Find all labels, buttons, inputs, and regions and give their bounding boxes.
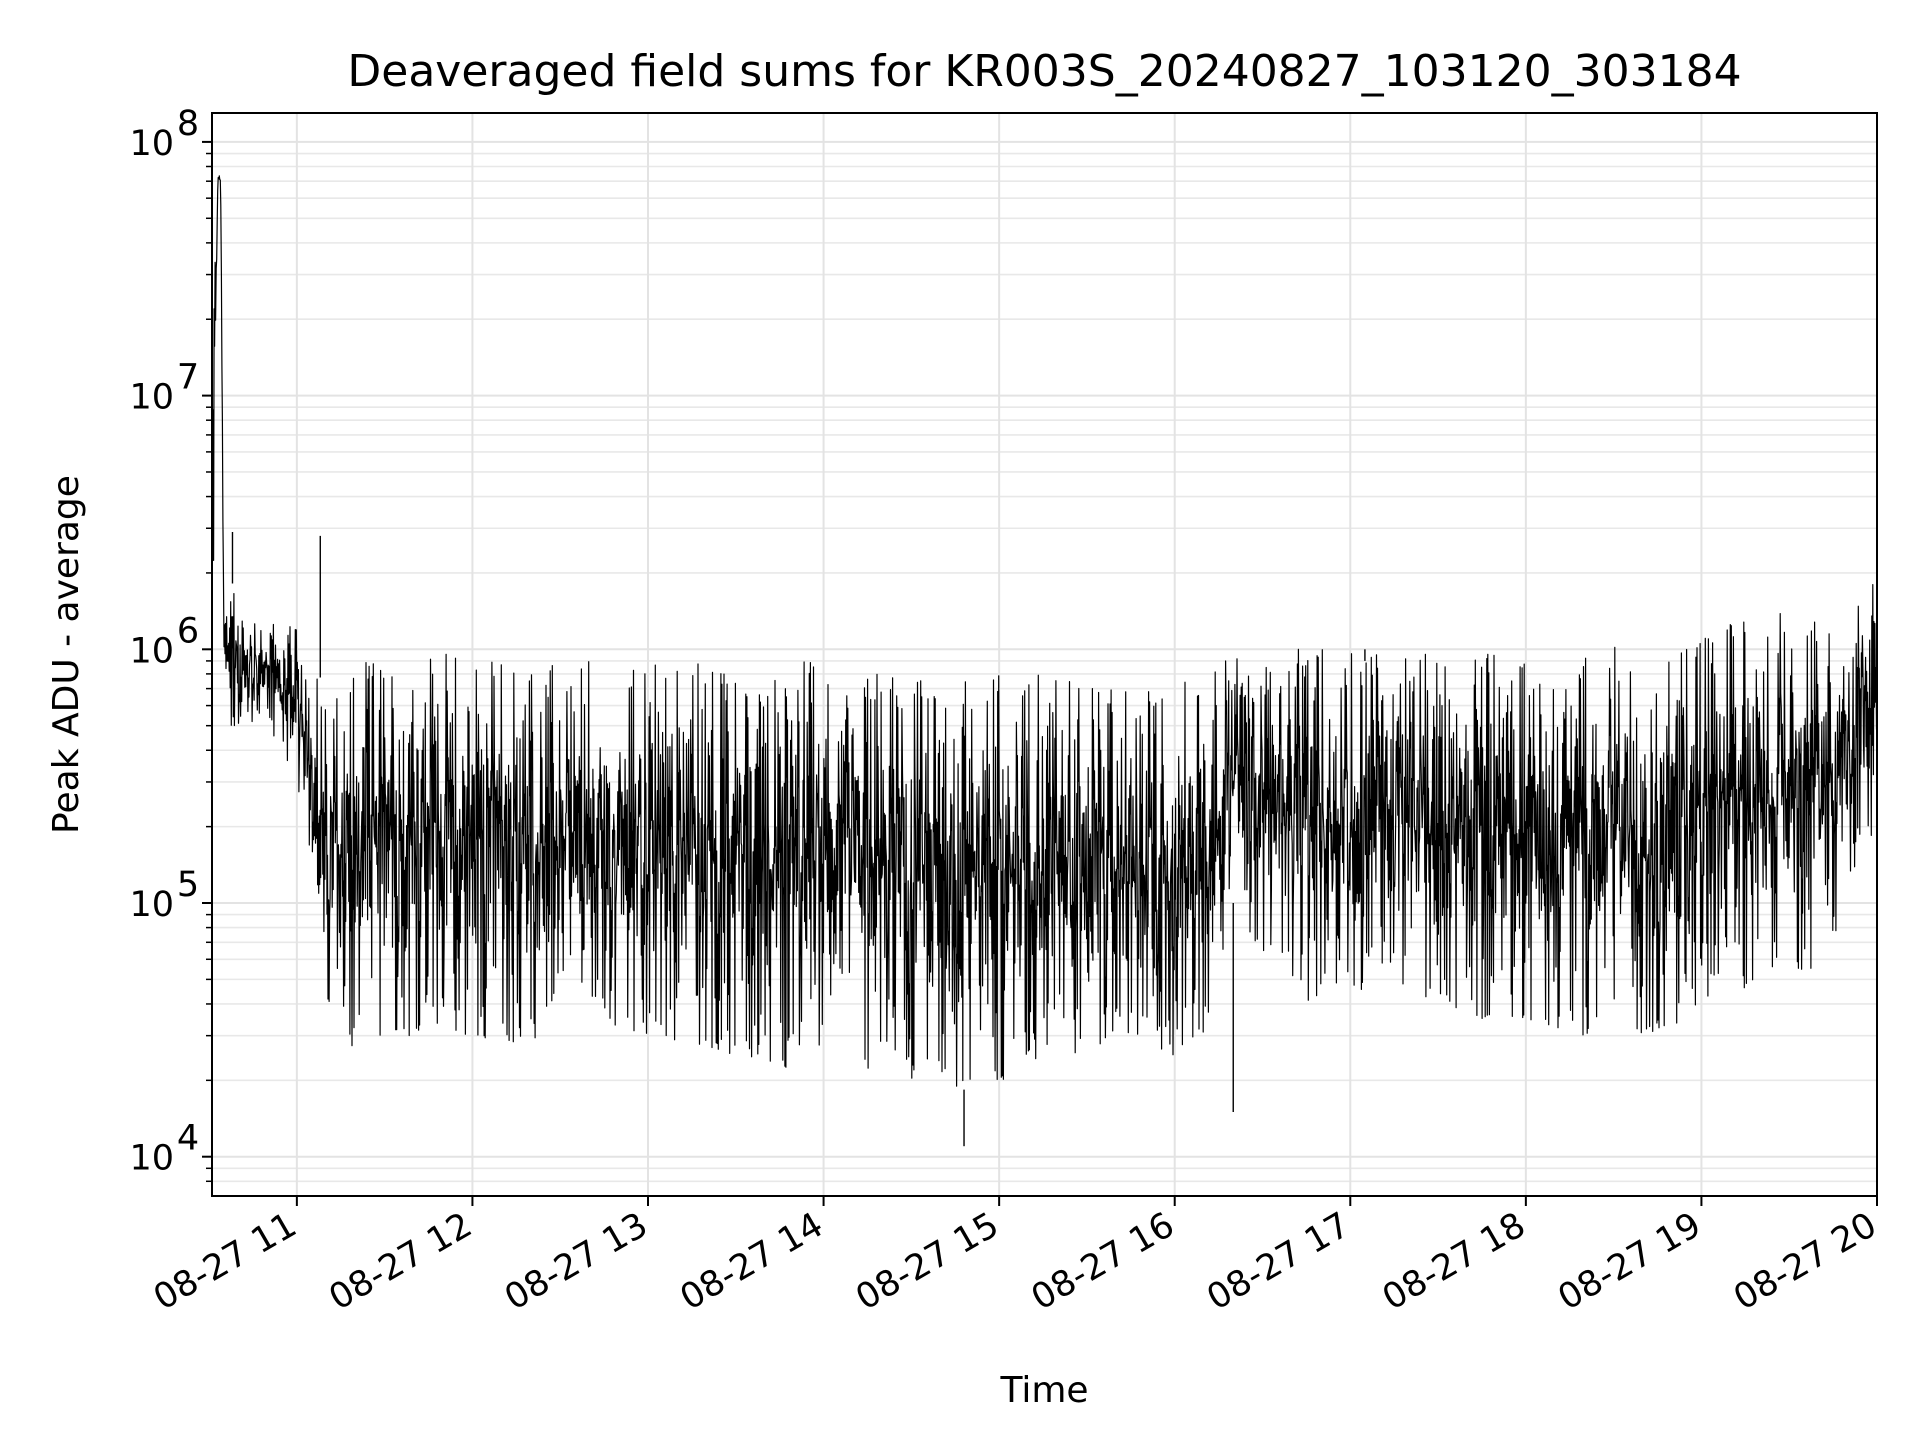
- chart-title: Deaveraged field sums for KR003S_2024082…: [347, 46, 1741, 97]
- y-tick-exponent: 6: [177, 611, 199, 651]
- y-tick-label: 10: [129, 885, 174, 925]
- plot-area: [211, 175, 1878, 1147]
- y-axis-label: Peak ADU - average: [46, 475, 87, 834]
- y-tick-exponent: 4: [177, 1119, 199, 1159]
- y-tick-label: 10: [129, 124, 174, 164]
- data-series-line: [211, 175, 1878, 1087]
- y-tick-exponent: 8: [177, 104, 199, 144]
- x-axis-label: Time: [999, 1370, 1088, 1411]
- plot-frame: [211, 112, 1878, 1197]
- y-tick-label: 10: [129, 1139, 174, 1179]
- y-tick-exponent: 5: [177, 865, 199, 905]
- y-tick-exponent: 7: [177, 358, 199, 398]
- y-tick-label: 10: [129, 631, 174, 671]
- y-tick-label: 10: [129, 378, 174, 418]
